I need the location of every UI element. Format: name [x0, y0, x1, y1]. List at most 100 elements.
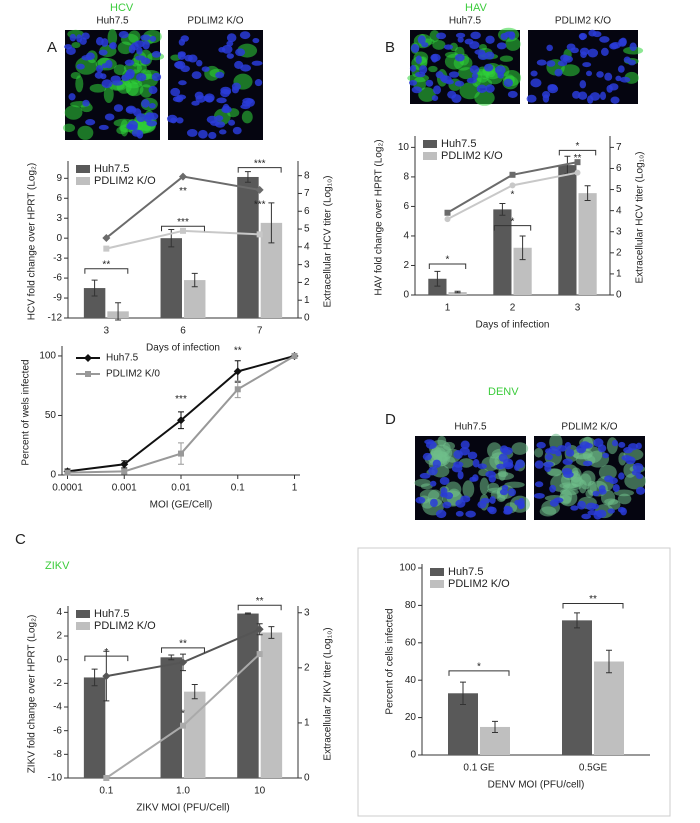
bar — [428, 278, 447, 295]
error-bar — [574, 612, 580, 629]
error-bar — [244, 612, 251, 615]
y-tick-label: 100 — [39, 351, 56, 362]
y-tick-label: 60 — [405, 637, 417, 648]
image-label: PDLIM2 K/O — [555, 16, 611, 27]
green-stain — [511, 442, 529, 455]
sig-bracket — [493, 225, 532, 231]
annotation: *** — [254, 200, 266, 211]
y-tick-label: 4 — [403, 231, 409, 242]
nucleus — [422, 452, 432, 461]
nucleus — [435, 71, 444, 79]
bar — [160, 238, 182, 318]
nucleus — [545, 453, 553, 461]
nucleus — [430, 53, 441, 62]
legend-label: Huh7.5 — [94, 608, 129, 620]
legend-swatch — [430, 568, 444, 576]
x-tick-label: 1 — [445, 303, 451, 314]
nucleus — [131, 129, 142, 137]
y-tick-label: 80 — [405, 600, 417, 611]
y-tick-label: -8 — [53, 749, 62, 760]
nucleus — [226, 40, 234, 47]
legend-swatch — [423, 140, 437, 148]
nucleus — [507, 90, 518, 98]
y-tick-label: 6 — [403, 201, 409, 212]
green-stain — [420, 483, 433, 490]
sig-bracket — [84, 655, 129, 662]
nucleus — [553, 497, 564, 503]
bar — [83, 677, 106, 778]
y2-tick-label: 0 — [304, 773, 310, 784]
y-tick-label: -9 — [53, 293, 62, 304]
y2-axis-title: Extracellular HCV titer (Log₁₀) — [323, 175, 334, 307]
nucleus — [485, 35, 495, 44]
green-stain — [585, 489, 594, 498]
nucleus — [226, 53, 234, 59]
annotation: * — [446, 255, 450, 266]
panel-title: HAV — [465, 2, 487, 14]
marker — [64, 469, 71, 476]
nucleus — [570, 505, 579, 511]
nucleus — [469, 65, 480, 74]
green-stain — [534, 447, 544, 458]
y-tick-label: 9 — [56, 173, 62, 184]
nucleus — [441, 75, 452, 84]
nucleus — [585, 502, 597, 511]
y-tick-label: 50 — [45, 410, 57, 421]
error-bar — [168, 654, 175, 661]
error-bar — [519, 235, 526, 261]
nucleus — [231, 82, 241, 91]
legend-marker — [85, 371, 91, 377]
nucleus — [104, 113, 115, 121]
nucleus — [180, 65, 190, 73]
nucleus — [635, 442, 642, 450]
nucleus — [563, 471, 574, 478]
nucleus — [599, 36, 610, 43]
x-tick-label: 6 — [180, 326, 186, 337]
green-stain — [573, 452, 593, 459]
nucleus — [215, 115, 224, 122]
marker — [255, 185, 264, 194]
nucleus — [612, 484, 620, 493]
bar — [237, 613, 259, 778]
y-axis-title: HCV fold change over HPRT (Log₂) — [27, 163, 38, 320]
marker — [255, 625, 264, 634]
nucleus — [136, 113, 146, 123]
annotation: ** — [234, 345, 242, 356]
green-stain — [107, 28, 118, 46]
nucleus — [547, 84, 558, 91]
nucleus — [118, 30, 129, 39]
nucleus — [201, 66, 210, 72]
nucleus — [496, 463, 506, 470]
x-tick-label: 3 — [575, 303, 581, 314]
nucleus — [170, 87, 181, 97]
nucleus — [460, 440, 470, 450]
green-stain — [241, 110, 253, 124]
y2-tick-label: 5 — [616, 184, 622, 195]
green-stain — [89, 83, 107, 93]
y2-axis-title: Extracellular HCV titer (Log₁₀) — [635, 151, 646, 283]
x-tick-label: 10 — [254, 786, 266, 797]
error-bar — [454, 290, 461, 294]
annotation: * — [576, 141, 580, 152]
nucleus — [151, 51, 162, 58]
nucleus — [186, 128, 198, 137]
green-stain — [117, 41, 133, 55]
nucleus — [245, 98, 255, 107]
nucleus — [228, 119, 236, 126]
nucleus — [431, 95, 439, 102]
nucleus — [226, 33, 237, 43]
marker — [102, 672, 111, 681]
green-stain — [570, 476, 584, 488]
x-axis-title: MOI (GE/Cell) — [150, 500, 213, 511]
nucleus — [172, 96, 182, 102]
marker — [234, 386, 241, 393]
y-tick-label: 4 — [56, 607, 62, 618]
y-tick-label: 0 — [410, 750, 416, 761]
nucleus — [607, 508, 615, 514]
y-tick-label: 0 — [56, 233, 62, 244]
y-tick-label: 0 — [403, 290, 409, 301]
panel-title: ZIKV — [45, 560, 70, 572]
green-stain — [418, 87, 436, 102]
nucleus — [593, 438, 604, 448]
nucleus — [433, 85, 442, 95]
